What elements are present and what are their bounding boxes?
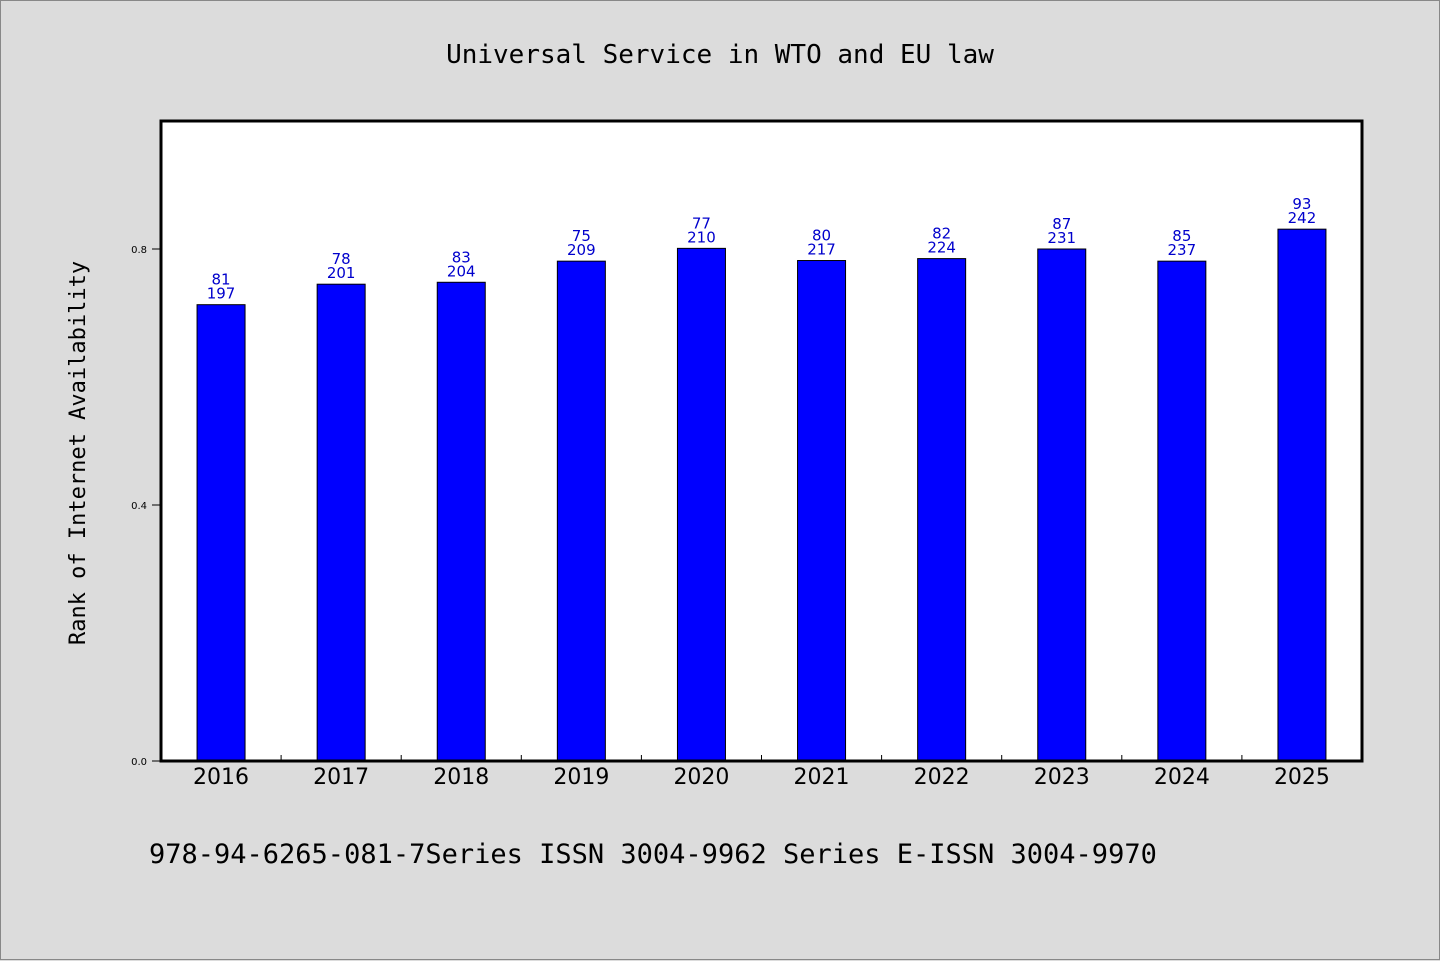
data-label-top: 78 xyxy=(332,250,351,268)
x-tick-label: 2019 xyxy=(553,765,609,790)
data-label-top: 87 xyxy=(1052,215,1071,233)
bar xyxy=(556,260,606,762)
x-tick-label: 2018 xyxy=(433,765,489,790)
data-label-bottom: 210 xyxy=(687,228,716,246)
y-axis-label: Rank of Internet Availability xyxy=(66,261,91,645)
x-tick-label: 2021 xyxy=(794,765,850,790)
data-label-bottom: 197 xyxy=(207,285,236,303)
x-tick-label: 2025 xyxy=(1274,765,1330,790)
bar xyxy=(797,260,847,762)
bar xyxy=(1277,228,1327,762)
data-label-bottom: 237 xyxy=(1168,241,1197,259)
y-tick-label: 0.8 xyxy=(131,245,147,256)
bar xyxy=(917,258,967,762)
bar xyxy=(316,283,366,762)
data-label-bottom: 204 xyxy=(447,262,476,280)
data-label-bottom: 242 xyxy=(1288,209,1317,227)
data-label-top: 85 xyxy=(1172,227,1191,245)
x-tick-label: 2016 xyxy=(193,765,249,790)
x-tick-label: 2022 xyxy=(914,765,970,790)
data-label-bottom: 217 xyxy=(807,241,836,259)
data-label-top: 75 xyxy=(572,227,591,245)
data-label-top: 77 xyxy=(692,214,711,232)
x-tick-label: 2017 xyxy=(313,765,369,790)
data-label-bottom: 231 xyxy=(1047,229,1076,247)
chart-title: Universal Service in WTO and EU law xyxy=(446,40,994,70)
y-tick-label: 0.4 xyxy=(131,501,147,512)
y-tick-label: 0.0 xyxy=(131,757,147,768)
data-label-top: 83 xyxy=(452,248,471,266)
x-tick-label: 2024 xyxy=(1154,765,1210,790)
bar xyxy=(436,281,486,762)
x-tick-label: 2020 xyxy=(673,765,729,790)
bar xyxy=(1037,248,1087,762)
data-label-bottom: 224 xyxy=(927,239,956,257)
plot-border xyxy=(159,119,1364,763)
data-label-top: 82 xyxy=(932,225,951,243)
x-tick-label: 2023 xyxy=(1034,765,1090,790)
data-label-top: 81 xyxy=(212,271,231,289)
data-label-bottom: 201 xyxy=(327,264,356,282)
data-label-top: 80 xyxy=(812,227,831,245)
data-label-bottom: 209 xyxy=(567,241,596,259)
bar xyxy=(196,304,246,762)
data-label-top: 93 xyxy=(1292,195,1311,213)
bar xyxy=(676,247,726,762)
bar xyxy=(1157,260,1207,762)
footer-isbn-text: 978-94-6265-081-7Series ISSN 3004-9962 S… xyxy=(149,839,1157,870)
